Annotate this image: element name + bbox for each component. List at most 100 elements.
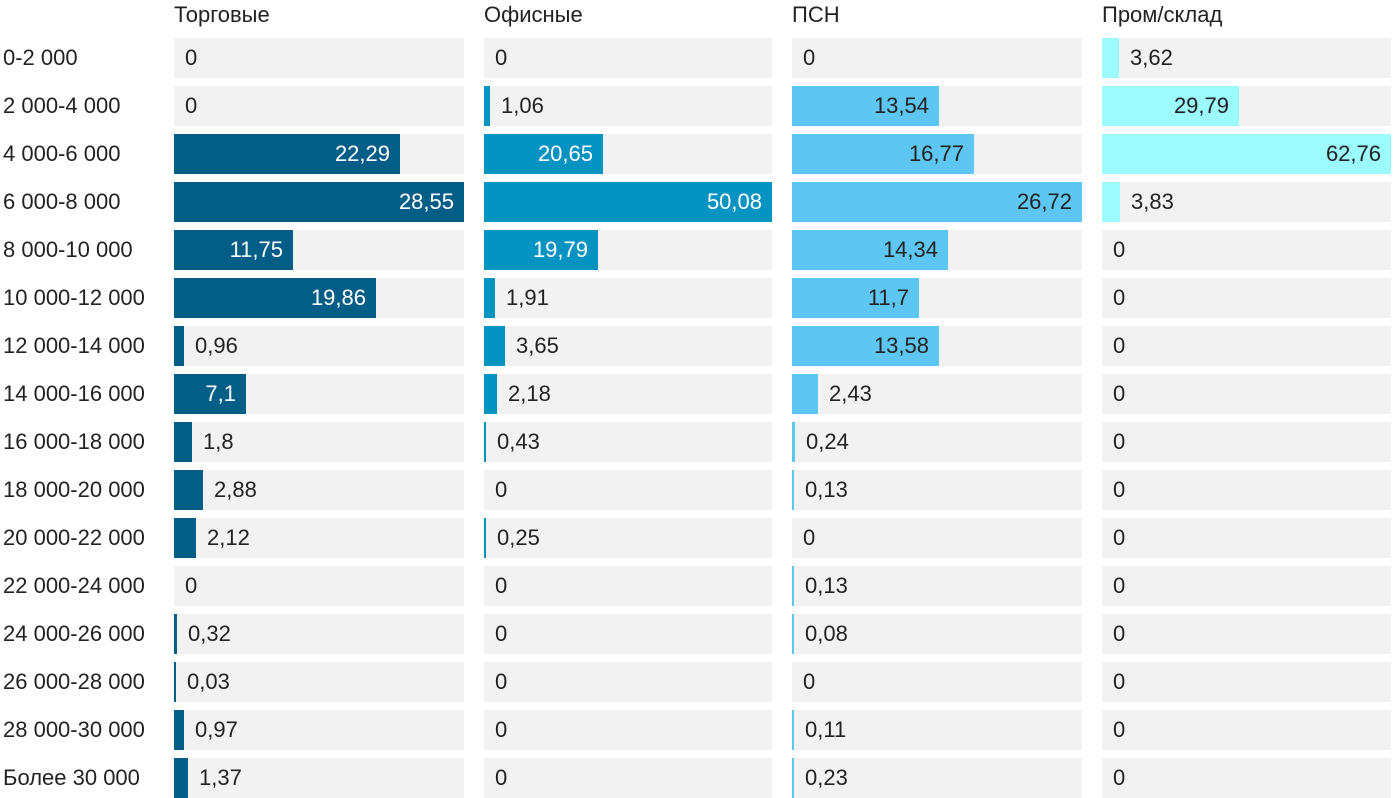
data-label: 19,79 bbox=[532, 237, 588, 262]
bar bbox=[484, 182, 772, 222]
data-label: 0,32 bbox=[188, 621, 231, 646]
bar bbox=[792, 614, 794, 654]
category-label: 16 000-18 000 bbox=[3, 429, 145, 454]
bar-track bbox=[1102, 470, 1391, 510]
bar-track bbox=[1102, 518, 1391, 558]
bar bbox=[174, 758, 188, 798]
bar bbox=[792, 134, 974, 174]
category-label: 20 000-22 000 bbox=[3, 525, 145, 550]
data-label: 2,88 bbox=[214, 477, 257, 502]
category-label: 8 000-10 000 bbox=[3, 237, 133, 262]
bar-track bbox=[792, 710, 1082, 750]
bar bbox=[792, 422, 795, 462]
bar bbox=[484, 374, 497, 414]
data-label: 0 bbox=[495, 765, 508, 790]
data-label: 1,06 bbox=[501, 93, 544, 118]
bar bbox=[174, 278, 376, 318]
bar bbox=[792, 326, 939, 366]
data-label: 29,79 bbox=[1173, 93, 1229, 118]
data-label: 0 bbox=[185, 45, 198, 70]
bar bbox=[792, 230, 948, 270]
panel-title: Пром/склад bbox=[1102, 2, 1223, 27]
data-label: 0 bbox=[1113, 573, 1126, 598]
data-label: 0,25 bbox=[497, 525, 540, 550]
data-label: 0,13 bbox=[805, 477, 848, 502]
bar bbox=[792, 182, 1082, 222]
category-label: 4 000-6 000 bbox=[3, 141, 121, 166]
bar-track bbox=[484, 518, 772, 558]
data-label: 1,8 bbox=[203, 429, 234, 454]
bar-track bbox=[1102, 278, 1391, 318]
bar bbox=[484, 326, 505, 366]
data-label: 0 bbox=[185, 93, 198, 118]
bar bbox=[484, 86, 490, 126]
bar-track bbox=[1102, 182, 1391, 222]
data-label: 2,43 bbox=[829, 381, 872, 406]
bar-track bbox=[174, 758, 464, 798]
bar-track bbox=[792, 422, 1082, 462]
bar-track bbox=[1102, 566, 1391, 606]
bar bbox=[174, 182, 464, 222]
bar-track bbox=[484, 278, 772, 318]
bar-track bbox=[792, 614, 1082, 654]
category-label: 24 000-26 000 bbox=[3, 621, 145, 646]
category-label: 28 000-30 000 bbox=[3, 717, 145, 742]
bar bbox=[1102, 182, 1120, 222]
bar bbox=[792, 710, 794, 750]
bar-track bbox=[1102, 326, 1391, 366]
panel-title: Офисные bbox=[484, 2, 583, 27]
category-label: 6 000-8 000 bbox=[3, 189, 121, 214]
bar-track bbox=[1102, 38, 1391, 78]
data-label: 13,58 bbox=[873, 333, 929, 358]
bar-track bbox=[792, 566, 1082, 606]
bar-track bbox=[1102, 374, 1391, 414]
bar-track bbox=[1102, 230, 1391, 270]
data-label: 0 bbox=[1113, 429, 1126, 454]
data-label: 0 bbox=[495, 45, 508, 70]
bar bbox=[174, 326, 184, 366]
bar bbox=[174, 374, 246, 414]
data-label: 0 bbox=[1113, 765, 1126, 790]
data-label: 3,62 bbox=[1130, 45, 1173, 70]
data-label: 0 bbox=[1113, 669, 1126, 694]
data-label: 0,43 bbox=[497, 429, 540, 454]
data-label: 0 bbox=[1113, 717, 1126, 742]
bar-track bbox=[174, 566, 464, 606]
data-label: 0 bbox=[495, 621, 508, 646]
data-label: 0 bbox=[1113, 237, 1126, 262]
bar-track bbox=[484, 422, 772, 462]
bar-track bbox=[792, 518, 1082, 558]
data-label: 11,7 bbox=[867, 285, 909, 310]
data-label: 0 bbox=[495, 573, 508, 598]
data-label: 0 bbox=[803, 45, 816, 70]
data-label: 0 bbox=[495, 717, 508, 742]
bar-track bbox=[792, 38, 1082, 78]
data-label: 19,86 bbox=[310, 285, 366, 310]
data-label: 0,03 bbox=[187, 669, 230, 694]
data-label: 2,12 bbox=[207, 525, 250, 550]
data-label: 26,72 bbox=[1016, 189, 1072, 214]
bar-track bbox=[1102, 422, 1391, 462]
bar bbox=[1102, 86, 1239, 126]
data-label: 7,1 bbox=[205, 381, 236, 406]
bar bbox=[174, 134, 400, 174]
data-label: 0,13 bbox=[805, 573, 848, 598]
data-label: 0 bbox=[803, 669, 816, 694]
data-label: 0 bbox=[495, 477, 508, 502]
data-label: 62,76 bbox=[1325, 141, 1381, 166]
bar-track bbox=[174, 86, 464, 126]
data-label: 0,11 bbox=[805, 717, 847, 742]
bar-track bbox=[484, 86, 772, 126]
bar-track bbox=[792, 758, 1082, 798]
data-label: 0 bbox=[1113, 333, 1126, 358]
bar-track bbox=[1102, 662, 1391, 702]
data-label: 0,23 bbox=[805, 765, 848, 790]
bar-track bbox=[484, 710, 772, 750]
category-label: 12 000-14 000 bbox=[3, 333, 145, 358]
bar bbox=[174, 422, 192, 462]
bar-track bbox=[174, 38, 464, 78]
data-label: 0 bbox=[803, 525, 816, 550]
bar bbox=[174, 662, 176, 702]
data-label: 1,37 bbox=[199, 765, 242, 790]
